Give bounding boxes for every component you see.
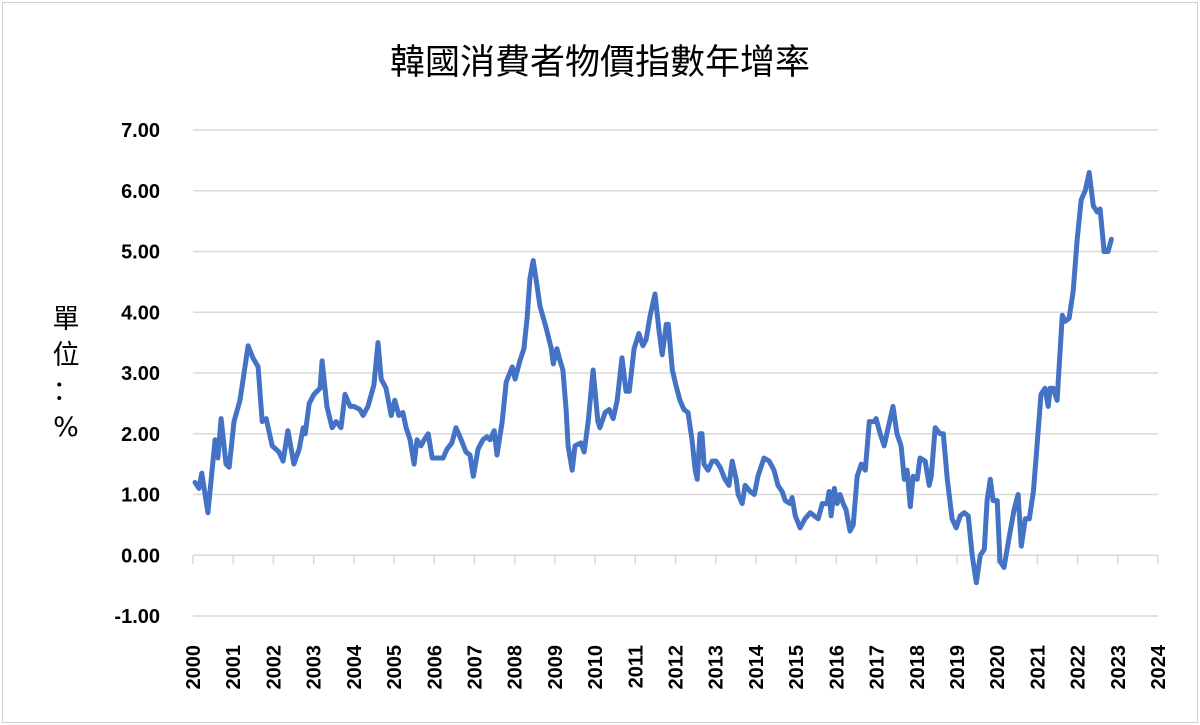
x-tick-label: 2014: [746, 644, 768, 689]
x-tick-label: 2008: [505, 645, 527, 690]
x-tick-label: 2007: [464, 645, 486, 690]
x-tick-label: 2001: [223, 645, 245, 690]
y-axis-label: 單位：%: [52, 304, 80, 443]
y-tick-label: 4.00: [121, 302, 160, 324]
y-tick-label: 1.00: [121, 485, 160, 507]
x-tick-label: 2023: [1108, 645, 1130, 690]
x-tick-label: 2022: [1068, 645, 1090, 690]
y-tick-label: 6.00: [121, 181, 160, 203]
chart-title: 韓國消費者物價指數年增率: [389, 43, 810, 83]
series-line: [192, 170, 1114, 586]
x-tick-label: 2019: [947, 645, 969, 690]
x-tick-label: 2016: [826, 645, 848, 690]
x-tick-label: 2015: [786, 645, 808, 690]
x-tick-label: 2012: [666, 645, 688, 690]
x-tick-label: 2018: [907, 645, 929, 690]
x-tick-label: 2009: [545, 645, 567, 690]
x-tick-label: 2003: [304, 645, 326, 690]
x-tick-label: 2006: [424, 645, 446, 690]
x-tick-label: 2020: [987, 645, 1009, 690]
y-tick-label: 7.00: [121, 120, 160, 142]
x-tick-label: 2017: [867, 645, 889, 690]
x-tick-label: 2024: [1148, 644, 1170, 689]
x-tick-label: 2004: [344, 644, 366, 689]
x-tick-label: 2000: [183, 645, 205, 690]
x-tick-label: 2010: [585, 645, 607, 690]
y-tick-label: 2.00: [121, 424, 160, 446]
y-tick-label: 3.00: [121, 363, 160, 385]
x-tick-label: 2005: [384, 645, 406, 690]
x-tick-label: 2002: [263, 645, 285, 690]
y-tick-label: -1.00: [114, 606, 160, 628]
x-tick-label: 2021: [1027, 645, 1049, 690]
x-tick-label: 2013: [706, 645, 728, 690]
y-tick-label: 0.00: [121, 545, 160, 567]
y-tick-label: 5.00: [121, 242, 160, 264]
x-tick-label: 2011: [625, 645, 647, 688]
